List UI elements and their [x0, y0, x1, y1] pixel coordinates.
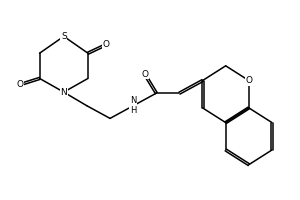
Text: O: O [245, 76, 252, 85]
Text: N: N [60, 88, 67, 97]
Text: S: S [61, 32, 67, 41]
Text: O: O [141, 70, 148, 79]
Text: O: O [16, 80, 23, 89]
Text: O: O [102, 40, 109, 49]
Text: N
H: N H [130, 96, 136, 115]
